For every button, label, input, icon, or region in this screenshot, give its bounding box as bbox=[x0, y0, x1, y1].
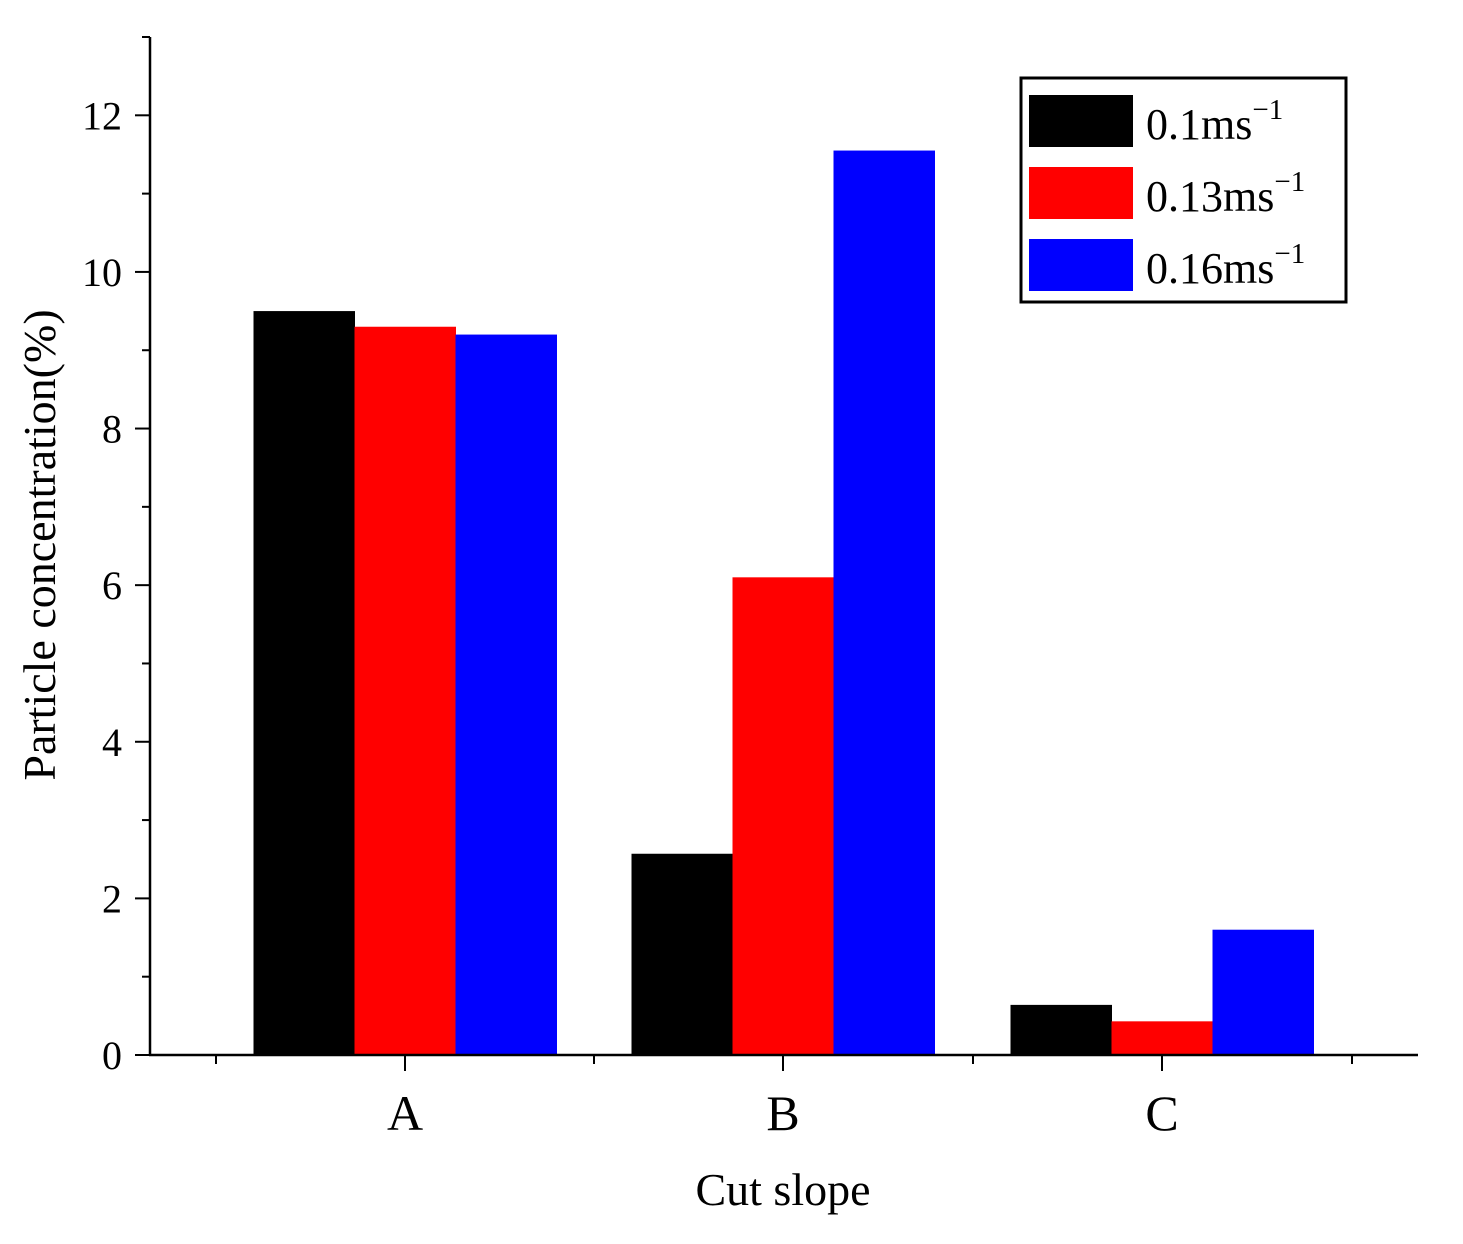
bar-A-series-3 bbox=[455, 334, 557, 1056]
y-ticks-group: 0 2 4 6 8 10 12 bbox=[82, 36, 150, 1078]
x-axis-label: Cut slope bbox=[695, 1164, 870, 1215]
y-tick-label: 10 bbox=[82, 250, 122, 295]
legend-swatch-3 bbox=[1029, 239, 1133, 291]
bar-B-series-1 bbox=[631, 853, 733, 1055]
bar-C-series-3 bbox=[1212, 929, 1314, 1055]
bar-C-series-2 bbox=[1111, 1021, 1213, 1055]
x-tick-label-C: C bbox=[1145, 1085, 1178, 1141]
legend: 0.1ms−10.13ms−10.16ms−1 bbox=[1019, 76, 1348, 304]
y-tick-label: 6 bbox=[102, 563, 122, 608]
bars-group bbox=[253, 150, 1314, 1056]
legend-swatch-1 bbox=[1029, 95, 1133, 147]
bar-A-series-2 bbox=[354, 326, 456, 1055]
bar-C-series-1 bbox=[1010, 1004, 1112, 1055]
legend-exponent-3: −1 bbox=[1274, 238, 1305, 270]
x-tick-label-B: B bbox=[766, 1085, 799, 1141]
legend-exponent-1: −1 bbox=[1252, 94, 1283, 126]
y-tick-label: 0 bbox=[102, 1033, 122, 1078]
bar-A-series-1 bbox=[253, 311, 355, 1056]
y-tick-label: 12 bbox=[82, 93, 122, 138]
y-tick-label: 4 bbox=[102, 720, 122, 765]
legend-exponent-2: −1 bbox=[1274, 166, 1305, 198]
bar-B-series-2 bbox=[732, 577, 834, 1055]
legend-swatch-2 bbox=[1029, 167, 1133, 219]
y-axis-label: Particle concentration(%) bbox=[14, 309, 65, 780]
bar-B-series-3 bbox=[833, 150, 935, 1056]
y-tick-label: 2 bbox=[102, 876, 122, 921]
x-tick-label-A: A bbox=[387, 1085, 423, 1141]
y-tick-label: 8 bbox=[102, 407, 122, 452]
x-ticks-group: A B C bbox=[215, 1055, 1353, 1141]
